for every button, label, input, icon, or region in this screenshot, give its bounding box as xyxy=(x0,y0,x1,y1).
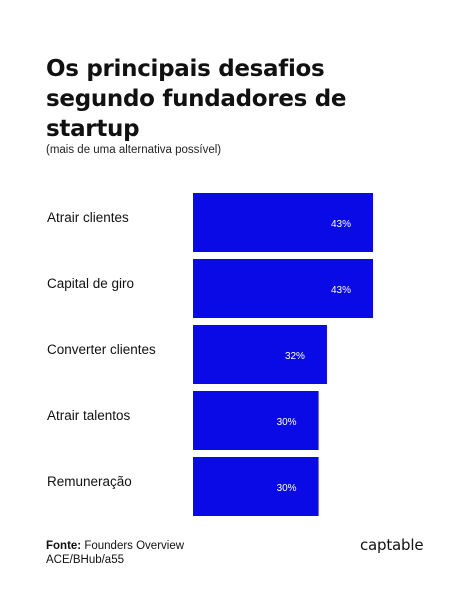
bar-1 xyxy=(193,193,373,252)
title-line-3: startup xyxy=(46,116,140,142)
value-label-4: 30% xyxy=(277,417,297,428)
category-label-5: Remuneração xyxy=(47,474,132,489)
source-text: Founders Overview xyxy=(81,540,185,552)
title-line-1: Os principais desafios xyxy=(46,56,325,82)
source-note: Fonte: Founders Overview ACE/BHub/a55 xyxy=(46,539,184,567)
captable-logo: captable xyxy=(360,536,424,554)
category-label-2: Capital de giro xyxy=(47,276,134,291)
source-line-1: Fonte: Founders Overview xyxy=(46,539,184,553)
bar-3 xyxy=(193,325,327,384)
category-label-3: Converter clientes xyxy=(47,342,156,357)
source-line-2: ACE/BHub/a55 xyxy=(46,554,124,566)
chart-title: Os principais desafios segundo fundadore… xyxy=(46,54,446,144)
source-label: Fonte: xyxy=(46,540,82,552)
bar-4 xyxy=(193,391,319,450)
value-label-3: 32% xyxy=(285,351,305,362)
bar-2 xyxy=(193,259,373,318)
value-label-5: 30% xyxy=(277,483,297,494)
category-label-4: Atrair talentos xyxy=(47,408,131,423)
bar-5 xyxy=(193,457,319,516)
value-label-1: 43% xyxy=(331,219,351,230)
category-label-1: Atrair clientes xyxy=(47,210,129,225)
chart-subtitle: (mais de uma alternativa possível) xyxy=(46,144,222,156)
title-line-2: segundo fundadores de xyxy=(46,86,347,112)
value-label-2: 43% xyxy=(331,285,351,296)
